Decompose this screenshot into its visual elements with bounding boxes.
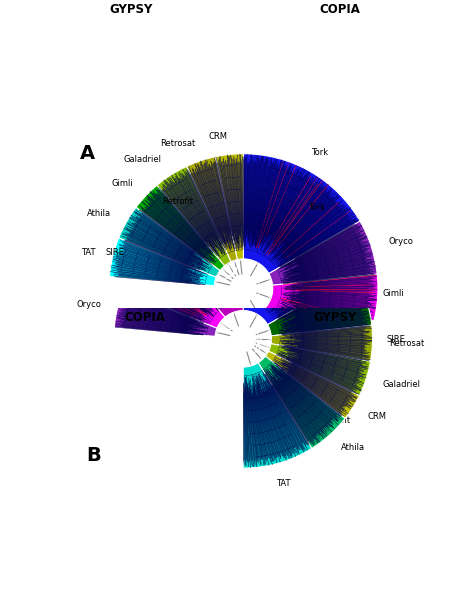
Text: TAT: TAT xyxy=(81,248,95,257)
Text: Oryco: Oryco xyxy=(388,237,413,246)
Text: Oryco: Oryco xyxy=(76,300,101,309)
Wedge shape xyxy=(268,221,377,285)
Wedge shape xyxy=(109,238,217,286)
Text: Tork: Tork xyxy=(308,203,325,212)
Text: CRM: CRM xyxy=(367,412,386,421)
Wedge shape xyxy=(267,274,372,336)
Text: COPIA: COPIA xyxy=(124,310,165,324)
Wedge shape xyxy=(265,351,359,418)
Text: Retrofit: Retrofit xyxy=(319,416,351,424)
Wedge shape xyxy=(258,356,345,448)
Circle shape xyxy=(216,311,271,367)
Text: Gimli: Gimli xyxy=(111,179,133,188)
Wedge shape xyxy=(243,209,355,325)
Wedge shape xyxy=(114,290,218,336)
Text: GYPSY: GYPSY xyxy=(109,3,153,16)
Text: Retrosat: Retrosat xyxy=(389,339,425,349)
Text: SIRE: SIRE xyxy=(106,248,125,257)
Wedge shape xyxy=(216,154,244,260)
Text: COPIA: COPIA xyxy=(319,3,360,16)
Text: Retrofit: Retrofit xyxy=(162,197,193,206)
Wedge shape xyxy=(264,274,378,383)
Wedge shape xyxy=(268,344,371,395)
Wedge shape xyxy=(118,208,220,277)
Wedge shape xyxy=(160,209,243,318)
Text: Retrosat: Retrosat xyxy=(160,139,195,148)
Text: B: B xyxy=(86,447,101,465)
Text: CRM: CRM xyxy=(209,132,228,142)
Wedge shape xyxy=(157,166,231,266)
Text: Galadriel: Galadriel xyxy=(124,155,162,164)
Wedge shape xyxy=(244,154,360,274)
Text: Athila: Athila xyxy=(87,209,111,218)
Text: Athila: Athila xyxy=(341,443,365,452)
Text: A: A xyxy=(80,144,95,163)
Wedge shape xyxy=(251,309,338,418)
Wedge shape xyxy=(243,362,312,468)
Text: Tork: Tork xyxy=(311,147,328,156)
Wedge shape xyxy=(136,185,225,271)
Circle shape xyxy=(215,259,272,317)
Text: GYPSY: GYPSY xyxy=(314,310,357,324)
Text: Gimli: Gimli xyxy=(383,289,404,298)
Text: TAT: TAT xyxy=(276,479,291,488)
Wedge shape xyxy=(271,325,373,361)
Wedge shape xyxy=(123,240,225,328)
Text: Galadriel: Galadriel xyxy=(383,379,420,389)
Text: SIRE: SIRE xyxy=(387,334,406,344)
Wedge shape xyxy=(187,156,237,262)
